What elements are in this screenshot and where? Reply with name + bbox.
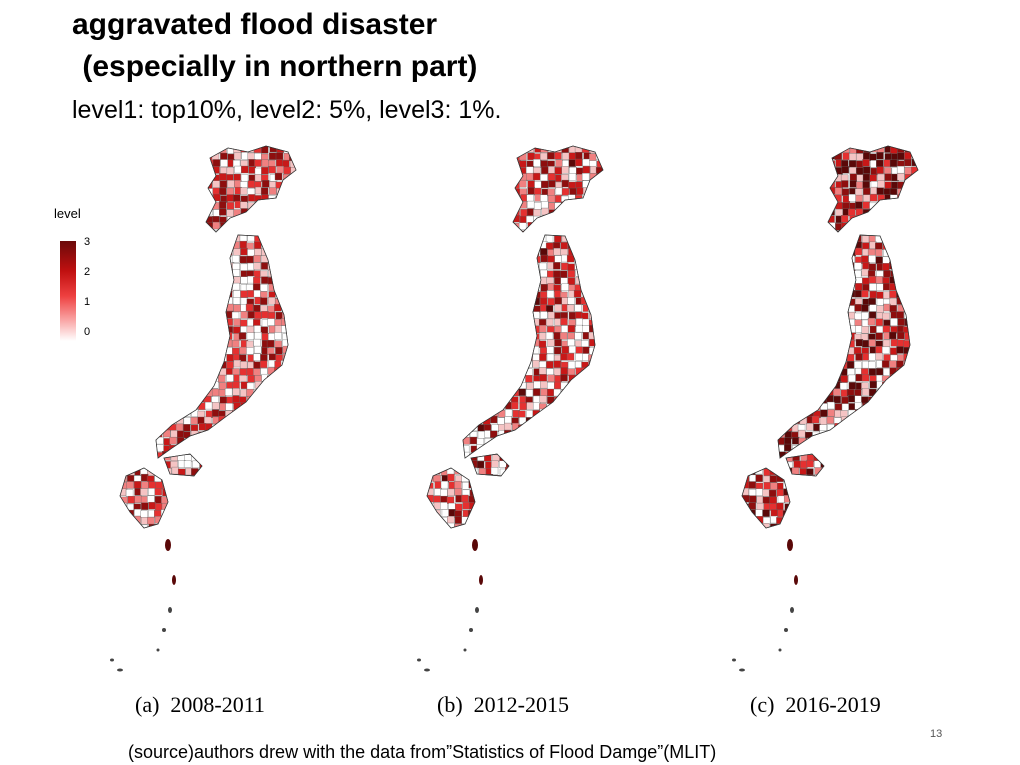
japan-map-2008-2011 (110, 145, 297, 672)
page-number: 13 (930, 728, 943, 740)
legend-title: level (54, 206, 81, 221)
municipality-cells (513, 146, 603, 232)
municipality-cells (742, 468, 790, 528)
legend-tick: 0 (84, 326, 91, 338)
title-line-1: aggravated flood disaster (72, 8, 438, 41)
small-island (784, 628, 788, 632)
small-island (469, 628, 473, 632)
small-island (156, 648, 160, 652)
legend-tick: 1 (84, 296, 91, 308)
municipality-cells (206, 146, 296, 232)
japan-map-2016-2019 (732, 145, 919, 672)
small-island (778, 648, 782, 652)
subtitle: level1: top10%, level2: 5%, level3: 1%. (72, 96, 502, 124)
japan-map-2012-2015 (417, 145, 604, 672)
small-island (417, 658, 421, 662)
legend: level 3 2 1 0 (50, 206, 110, 346)
small-island (790, 607, 794, 613)
small-island (732, 658, 736, 662)
small-island (739, 668, 745, 672)
small-island (110, 658, 114, 662)
panel-caption-b: (b) 2012-2015 (437, 692, 569, 717)
small-island (472, 539, 478, 551)
small-island (787, 539, 793, 551)
small-island (424, 668, 430, 672)
municipality-cells (427, 468, 475, 528)
small-island (117, 668, 123, 672)
title-line-2: (especially in northern part) (74, 50, 478, 83)
small-island (463, 648, 467, 652)
small-island (475, 607, 479, 613)
small-island (794, 575, 798, 585)
source-note: (source)authors drew with the data from”… (128, 742, 717, 762)
legend-tick: 2 (84, 266, 91, 278)
small-island (165, 539, 171, 551)
municipality-cells (828, 146, 918, 232)
small-island (479, 575, 483, 585)
panel-caption-c: (c) 2016-2019 (750, 692, 881, 717)
small-island (168, 607, 172, 613)
panel-caption-a: (a) 2008-2011 (135, 692, 265, 717)
legend-color-bar (60, 241, 76, 341)
small-island (162, 628, 166, 632)
legend-tick: 3 (84, 236, 91, 248)
municipality-cells (120, 468, 168, 528)
small-island (172, 575, 176, 585)
